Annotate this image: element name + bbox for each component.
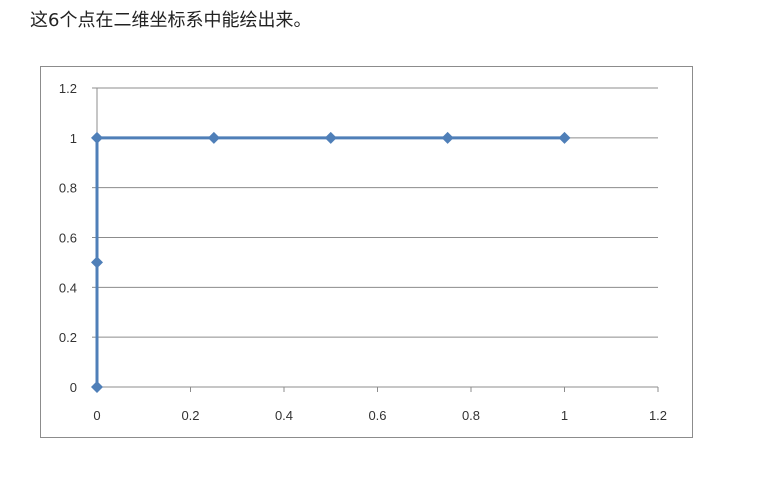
chart-frame	[40, 66, 693, 438]
y-tick-label-0: 0	[70, 380, 77, 395]
y-tick-label-1: 0.2	[59, 330, 77, 345]
axes	[92, 87, 659, 392]
x-tick-label-6: 1.2	[649, 408, 667, 423]
y-tick-label-2: 0.4	[59, 280, 77, 295]
data-point-5	[441, 131, 454, 144]
caption-text: 这6个点在二维坐标系中能绘出来。	[30, 10, 312, 31]
data-point-0	[91, 381, 103, 393]
x-tick-label-5: 1	[561, 408, 568, 423]
data-point-1	[91, 256, 103, 269]
x-tick-label-0: 0	[93, 408, 100, 423]
series	[91, 131, 571, 393]
y-tick-label-4: 0.8	[59, 181, 77, 196]
x-tick-label-1: 0.2	[181, 408, 199, 423]
series-0-line	[95, 136, 565, 387]
data-point-3	[207, 131, 220, 144]
x-tick-label-4: 0.8	[462, 408, 480, 423]
tick-labels: 0 0.2 0.4 0.6 0.8 1 1.2 0 0.2 0.4 0.6 0.8 1 1.2	[59, 81, 667, 423]
y-tick-label-6: 1.2	[59, 81, 77, 96]
y-tick-label-3: 0.6	[59, 231, 77, 246]
data-point-2	[91, 131, 103, 144]
data-point-4	[324, 131, 337, 144]
y-tick-label-5: 1	[70, 131, 77, 146]
data-point-6	[558, 131, 571, 144]
gridlines	[97, 87, 658, 338]
x-tick-label-3: 0.6	[368, 408, 386, 423]
x-tick-label-2: 0.4	[275, 408, 293, 423]
